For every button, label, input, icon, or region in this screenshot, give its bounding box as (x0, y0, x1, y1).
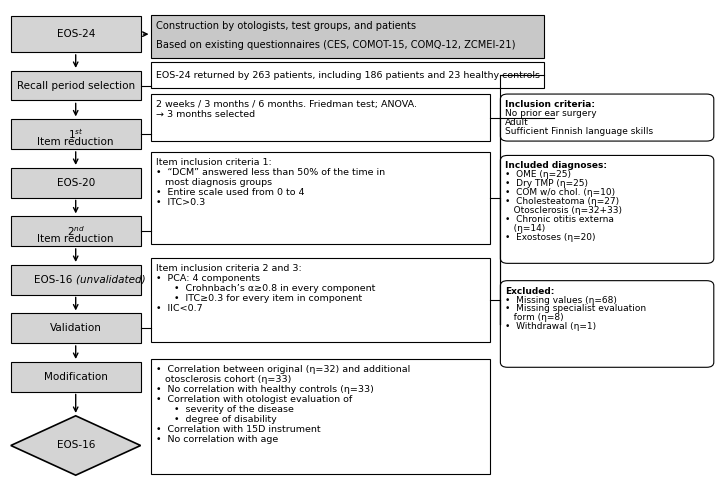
Text: Item inclusion criteria 2 and 3:: Item inclusion criteria 2 and 3: (156, 264, 302, 273)
Text: •  Cholesteatoma (η=27): • Cholesteatoma (η=27) (505, 197, 619, 206)
FancyBboxPatch shape (500, 94, 714, 141)
Text: EOS-16: EOS-16 (56, 441, 95, 450)
FancyBboxPatch shape (151, 62, 544, 88)
Text: otosclerosis cohort (η=33): otosclerosis cohort (η=33) (156, 375, 292, 384)
FancyBboxPatch shape (151, 15, 544, 58)
Text: •  ITC>0.3: • ITC>0.3 (156, 198, 205, 206)
Text: •  Withdrawal (η=1): • Withdrawal (η=1) (505, 322, 596, 331)
Text: Item reduction: Item reduction (37, 137, 114, 147)
Text: ⁠⁠(unvalidated): ⁠⁠(unvalidated) (76, 275, 146, 285)
Text: •  “DCM” answered less than 50% of the time in: • “DCM” answered less than 50% of the ti… (156, 168, 386, 177)
FancyBboxPatch shape (11, 119, 141, 149)
FancyBboxPatch shape (151, 359, 490, 474)
Text: Recall period selection: Recall period selection (17, 81, 135, 91)
Text: Based on existing questionnaires (CES, COMOT-15, COMQ-12, ZCMEI-21): Based on existing questionnaires (CES, C… (156, 40, 516, 50)
Text: Item inclusion criteria 1:: Item inclusion criteria 1: (156, 158, 273, 167)
Text: •  severity of the disease: • severity of the disease (156, 405, 294, 414)
FancyBboxPatch shape (11, 168, 141, 198)
Text: EOS-20: EOS-20 (56, 178, 95, 188)
FancyBboxPatch shape (11, 313, 141, 343)
Text: most diagnosis groups: most diagnosis groups (156, 178, 273, 187)
Text: Adult: Adult (505, 118, 529, 127)
Text: Included diagnoses:: Included diagnoses: (505, 161, 607, 170)
FancyBboxPatch shape (11, 71, 141, 100)
Text: form (η=8): form (η=8) (505, 313, 564, 322)
Text: Validation: Validation (50, 323, 102, 333)
Text: EOS-16: EOS-16 (34, 275, 76, 285)
Text: •  Correlation between original (η=32) and additional: • Correlation between original (η=32) an… (156, 365, 411, 374)
Text: •  Exostoses (η=20): • Exostoses (η=20) (505, 233, 596, 242)
Text: •  Missing values (η=68): • Missing values (η=68) (505, 296, 617, 304)
Text: EOS-24 returned by 263 patients, including 186 patients and 23 healthy controls: EOS-24 returned by 263 patients, includi… (156, 71, 541, 80)
Text: •  Correlation with otologist evaluation of: • Correlation with otologist evaluation … (156, 395, 353, 404)
Text: •  Entire scale used from 0 to 4: • Entire scale used from 0 to 4 (156, 188, 305, 197)
Text: •  Missing specialist evaluation: • Missing specialist evaluation (505, 304, 647, 313)
Text: Item reduction: Item reduction (37, 234, 114, 244)
FancyBboxPatch shape (11, 362, 141, 392)
Text: Modification: Modification (44, 372, 107, 382)
Text: $1^{st}$: $1^{st}$ (68, 127, 84, 141)
Text: •  Crohnbach’s α≥0.8 in every component: • Crohnbach’s α≥0.8 in every component (156, 284, 376, 293)
Text: •  COM w/o chol. (η=10): • COM w/o chol. (η=10) (505, 188, 616, 197)
Text: •  Chronic otitis externa: • Chronic otitis externa (505, 215, 614, 224)
FancyBboxPatch shape (11, 216, 141, 246)
Text: •  PCA: 4 components: • PCA: 4 components (156, 274, 260, 283)
Text: 2 weeks / 3 months / 6 months. Friedman test; ANOVA.: 2 weeks / 3 months / 6 months. Friedman … (156, 100, 417, 109)
FancyBboxPatch shape (151, 258, 490, 342)
Text: Construction by otologists, test groups, and patients: Construction by otologists, test groups,… (156, 21, 417, 31)
Text: (η=14): (η=14) (505, 224, 546, 233)
Text: •  Correlation with 15D instrument: • Correlation with 15D instrument (156, 425, 321, 434)
Text: •  IIC<0.7: • IIC<0.7 (156, 304, 203, 313)
Text: EOS-24: EOS-24 (56, 29, 95, 39)
Polygon shape (11, 416, 141, 475)
Text: Excluded:: Excluded: (505, 287, 554, 296)
FancyBboxPatch shape (500, 281, 714, 367)
Text: Sufficient Finnish language skills: Sufficient Finnish language skills (505, 127, 653, 136)
Text: •  degree of disability: • degree of disability (156, 415, 277, 424)
Text: •  OME (η=25): • OME (η=25) (505, 170, 572, 179)
Text: Otosclerosis (η=32+33): Otosclerosis (η=32+33) (505, 206, 622, 215)
FancyBboxPatch shape (151, 152, 490, 244)
FancyBboxPatch shape (500, 155, 714, 263)
Text: •  No correlation with healthy controls (η=33): • No correlation with healthy controls (… (156, 385, 374, 394)
FancyBboxPatch shape (11, 16, 141, 52)
FancyBboxPatch shape (11, 265, 141, 295)
Text: •  No correlation with age: • No correlation with age (156, 435, 279, 444)
Text: No prior ear surgery: No prior ear surgery (505, 109, 597, 118)
Text: → 3 months selected: → 3 months selected (156, 110, 255, 119)
Text: •  ITC≥0.3 for every item in component: • ITC≥0.3 for every item in component (156, 294, 363, 303)
Text: Inclusion criteria:: Inclusion criteria: (505, 100, 596, 109)
Text: •  Dry TMP (η=25): • Dry TMP (η=25) (505, 179, 588, 188)
Text: $2^{nd}$: $2^{nd}$ (67, 224, 84, 238)
FancyBboxPatch shape (151, 94, 490, 141)
